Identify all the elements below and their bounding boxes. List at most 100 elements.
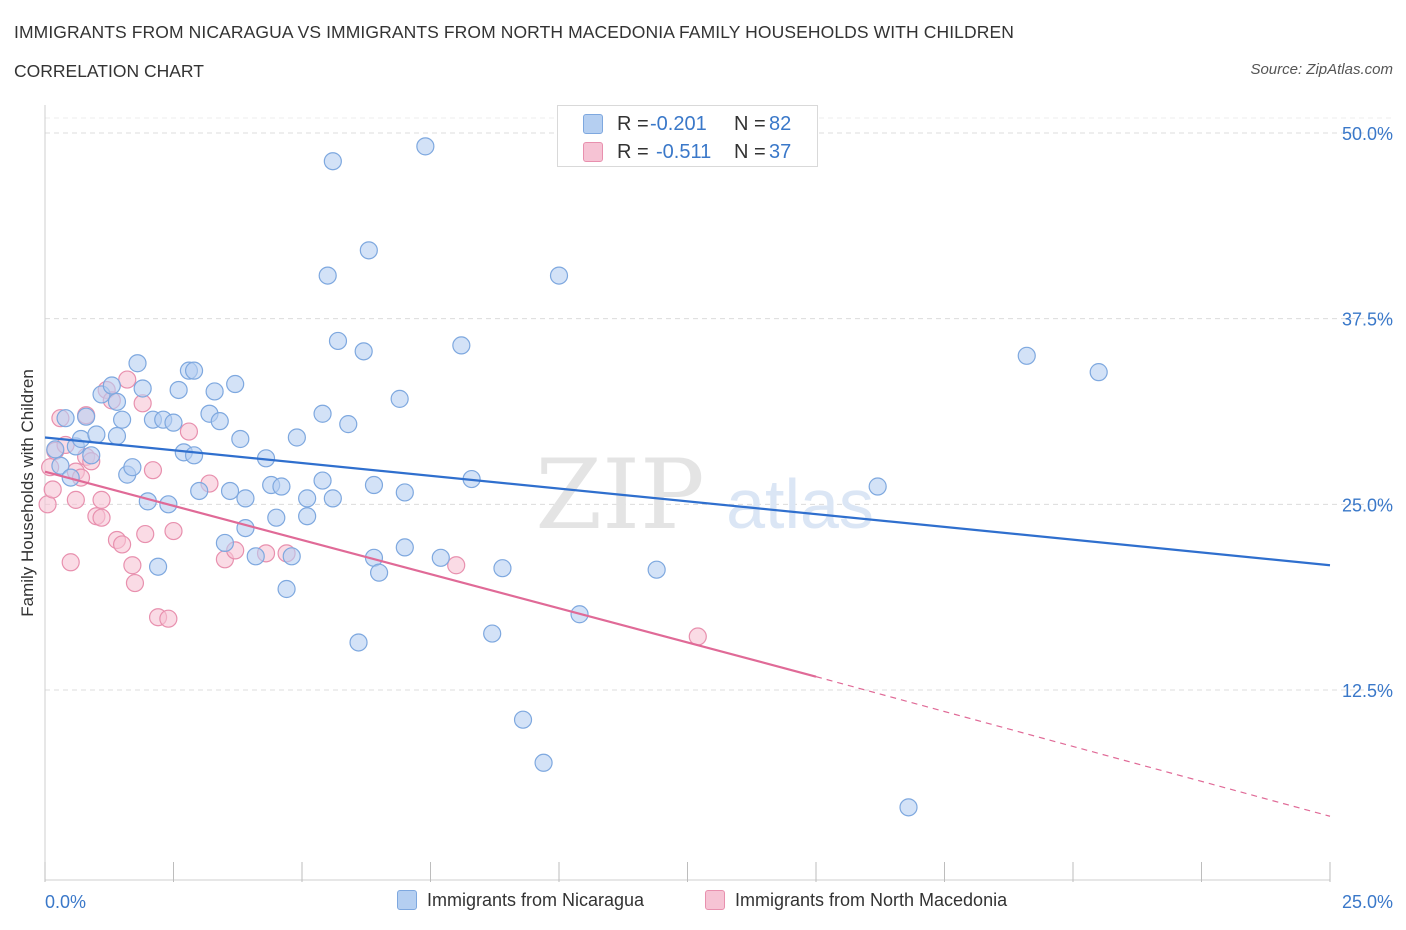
data-point-nicaragua [431,548,450,567]
data-point-nicaragua [169,380,188,400]
data-point-nicaragua [298,507,317,526]
legend-swatch-pink [705,890,725,910]
data-point-nicaragua [82,446,101,465]
data-point-nicaragua [318,266,337,285]
data-point-north-macedonia [125,573,145,593]
data-point-nicaragua [148,557,168,576]
data-point-nicaragua [395,483,414,502]
data-point-nicaragua [87,425,106,444]
data-point-nicaragua [46,440,65,459]
data-point-north-macedonia [179,422,199,441]
data-point-nicaragua [647,560,666,579]
data-point-north-macedonia [164,521,183,541]
data-point-nicaragua [339,415,358,434]
data-point-north-macedonia [123,556,142,575]
y-axis-label: Family Households with Children [18,369,37,617]
n-label: N = [734,113,766,135]
data-point-nicaragua [277,579,296,599]
data-point-nicaragua [71,429,91,449]
data-point-north-macedonia [118,370,137,389]
data-point-north-macedonia [66,490,85,509]
data-point-nicaragua [313,404,332,423]
legend-label: Immigrants from Nicaragua [427,890,645,910]
trend-line-nicaragua [44,436,1331,567]
data-point-nicaragua [287,428,306,447]
data-point-nicaragua [513,710,533,729]
legend-swatch-blue [397,890,417,910]
axes [44,105,1331,882]
data-point-nicaragua [899,798,918,817]
source-credit: Source: ZipAtlas.com [1250,61,1393,78]
n-value: 82 [769,113,792,135]
data-point-nicaragua [184,446,204,465]
legend-item-nicaragua: Immigrants from Nicaragua [397,890,644,911]
data-point-nicaragua [133,379,152,398]
y-tick-label: 12.5% [1342,681,1393,701]
data-point-nicaragua [328,331,348,351]
data-point-north-macedonia [159,609,178,628]
data-point-nicaragua [123,458,142,477]
data-point-nicaragua [236,489,255,508]
y-tick-label: 25.0% [1342,495,1393,515]
r-value: -0.511 [656,141,712,163]
correlation-legend: R = -0.201 N = 82 R = -0.511 N = 37 [557,105,818,167]
data-point-nicaragua [112,410,132,429]
r-label: R = [617,141,649,163]
legend-label: Immigrants from North Macedonia [735,890,1008,910]
grid-lines [45,117,1395,691]
data-point-nicaragua [323,489,342,508]
watermark-atlas: atlas [726,465,874,543]
data-point-nicaragua [56,409,75,428]
data-point-nicaragua [236,518,255,538]
data-point-nicaragua [364,475,384,495]
data-point-nicaragua [370,563,389,582]
data-point-nicaragua [231,429,250,449]
data-point-nicaragua [313,471,332,490]
data-point-nicaragua [107,426,127,446]
data-point-nicaragua [323,152,342,171]
data-point-nicaragua [868,477,887,496]
tick-labels: 12.5% 25.0% 37.5% 50.0% 0.0% 25.0% [45,124,1393,912]
trend-line-north-macedonia [44,470,817,678]
data-point-north-macedonia [688,627,707,646]
trend-line-north-macedonia-extension [815,676,1331,817]
data-point-nicaragua [77,407,96,426]
data-point-nicaragua [390,389,409,408]
r-value: -0.201 [650,113,707,135]
data-point-nicaragua [205,382,224,401]
y-tick-label: 37.5% [1342,310,1393,330]
legend-swatch-blue [583,114,603,134]
data-point-nicaragua [354,342,373,361]
legend-swatch-pink [583,142,603,162]
data-point-nicaragua [1089,363,1108,382]
watermark: ZIP atlas [535,439,874,551]
data-point-nicaragua [184,361,204,380]
data-point-nicaragua [493,559,512,578]
data-point-north-macedonia [43,480,62,499]
data-point-nicaragua [246,547,265,566]
data-point-north-macedonia [136,524,155,544]
data-point-nicaragua [298,489,317,508]
data-point-nicaragua [220,481,240,501]
data-point-nicaragua [483,624,502,643]
data-point-nicaragua [349,633,368,652]
legend-item-north-macedonia: Immigrants from North Macedonia [705,890,1007,911]
x-tick-label: 0.0% [45,892,86,912]
r-label: R = [617,113,649,135]
data-point-nicaragua [102,376,121,395]
data-point-north-macedonia [112,535,132,554]
data-point-north-macedonia [92,508,111,527]
data-point-nicaragua [210,412,229,431]
data-point-nicaragua [272,477,291,496]
n-value: 37 [769,141,792,163]
data-point-north-macedonia [447,556,466,575]
data-point-north-macedonia [143,461,163,480]
y-tick-label: 50.0% [1342,124,1393,144]
x-tick-label: 25.0% [1342,892,1393,912]
data-point-nicaragua [164,413,183,432]
data-point-nicaragua [226,374,245,394]
chart-subtitle: CORRELATION CHART [14,61,204,81]
data-point-nicaragua [215,533,234,553]
data-point-nicaragua [128,354,147,373]
